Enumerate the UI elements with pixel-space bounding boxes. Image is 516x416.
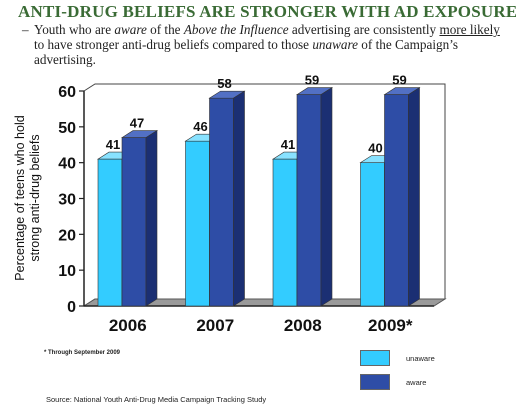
legend-label-unaware: unaware [406, 353, 435, 363]
y-tick-label: 0 [67, 299, 76, 316]
y-tick-label: 60 [58, 84, 76, 101]
y-tick-label: 10 [58, 263, 76, 280]
subtitle-aware: aware [114, 22, 147, 37]
bullet-dash: – [22, 22, 29, 37]
x-tick-label-2006: 2006 [109, 316, 147, 335]
subtitle-campaign-name: Above the Influence [183, 22, 289, 37]
subtitle-text-2: of the [146, 22, 184, 37]
data-label-unaware-2009*: 40 [368, 141, 382, 156]
legend-label-aware: aware [406, 377, 427, 387]
subtitle-text-5: of the Campaign’s advertising. [34, 37, 458, 67]
bar-front [360, 162, 385, 307]
slide-title: ANTI-DRUG BELIEFS ARE STRONGER WITH AD E… [18, 2, 516, 21]
data-label-unaware-2008: 41 [281, 137, 295, 152]
x-tick-label-2007: 2007 [196, 316, 234, 335]
bar-front [209, 97, 234, 307]
y-axis-label: Percentage of teens who holdstrong anti-… [13, 115, 42, 280]
data-label-unaware-2006: 41 [106, 137, 120, 152]
bar-front [185, 140, 210, 307]
footnote: * Through September 2009 [44, 350, 121, 356]
y-tick-label: 50 [58, 120, 76, 137]
subtitle-unaware: unaware [312, 37, 358, 52]
bar-front [272, 158, 298, 307]
bar-front [296, 94, 322, 307]
bar-aware-2007 [208, 90, 246, 307]
subtitle-text-4: to have stronger anti-drug beliefs compa… [34, 37, 313, 52]
bar-side [408, 87, 420, 307]
bar-front [384, 94, 409, 307]
bar-side [320, 87, 333, 307]
slide-subtitle: – Youth who are aware of the Above the I… [22, 22, 504, 67]
subtitle-text-1: Youth who are [34, 22, 115, 37]
source-note: Source: National Youth Anti-Drug Media C… [46, 395, 267, 404]
bar-front [121, 137, 147, 307]
legend-item-unaware: unaware [360, 349, 435, 367]
bar-aware-2006 [120, 130, 159, 307]
data-label-aware-2007: 58 [217, 76, 231, 91]
bar-aware-2009* [383, 87, 421, 307]
data-label-aware-2008: 59 [305, 73, 319, 88]
legend-item-aware: aware [360, 373, 426, 391]
data-label-unaware-2007: 46 [193, 119, 207, 134]
bar-side [145, 130, 158, 307]
x-tick-label-2009*: 2009* [368, 316, 413, 335]
data-label-aware-2009*: 59 [392, 73, 406, 88]
y-tick-label: 40 [58, 156, 76, 173]
x-tick-label-2008: 2008 [284, 316, 322, 335]
subtitle-more-likely: more likely [439, 22, 500, 37]
legend-swatch-aware [360, 374, 390, 390]
bar-aware-2008 [295, 87, 334, 307]
y-tick-label: 20 [58, 227, 76, 244]
legend-swatch-unaware [360, 350, 390, 366]
data-label-aware-2006: 47 [130, 116, 144, 131]
y-tick-label: 30 [58, 192, 76, 209]
bar-side [233, 90, 245, 307]
subtitle-text-3: advertising are consistently [288, 22, 440, 37]
bar-front [97, 158, 123, 307]
